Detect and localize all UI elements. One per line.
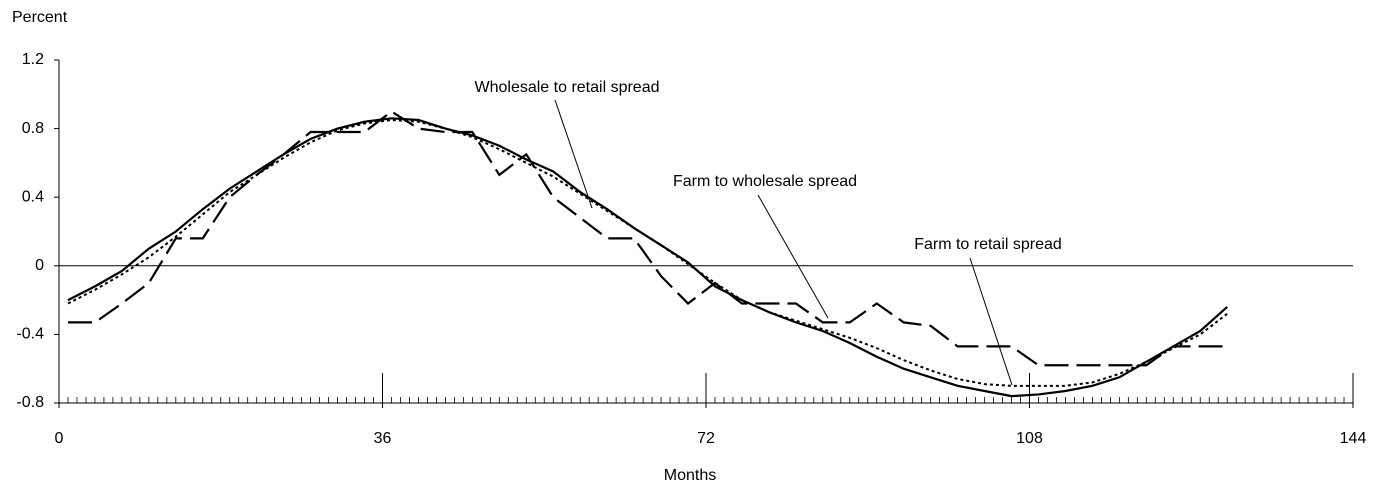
x-axis-title: Months: [664, 467, 716, 484]
annotation: Farm to retail spread: [914, 236, 1062, 253]
y-tick-label: 0: [35, 257, 44, 274]
y-tick-label: 0.4: [22, 188, 44, 205]
leader-line: [554, 99, 593, 209]
y-axis-title: Percent: [12, 9, 68, 26]
annotation: Wholesale to retail spread: [475, 79, 660, 96]
x-tick-label: 144: [1340, 430, 1367, 447]
y-tick-label: -0.4: [16, 326, 44, 343]
y-tick-label: -0.8: [16, 394, 44, 411]
y-tick-label: 1.2: [22, 51, 44, 68]
leader-line: [969, 257, 1013, 386]
x-tick-label: 0: [55, 430, 64, 447]
leader-line: [757, 194, 829, 319]
line-dotted: [67, 119, 1228, 387]
annotation: Farm to wholesale spread: [673, 173, 857, 190]
x-tick-label: 72: [697, 430, 715, 447]
x-tick-label: 36: [374, 430, 392, 447]
y-tick-label: 0.8: [22, 120, 44, 137]
x-tick-label: 108: [1016, 430, 1043, 447]
